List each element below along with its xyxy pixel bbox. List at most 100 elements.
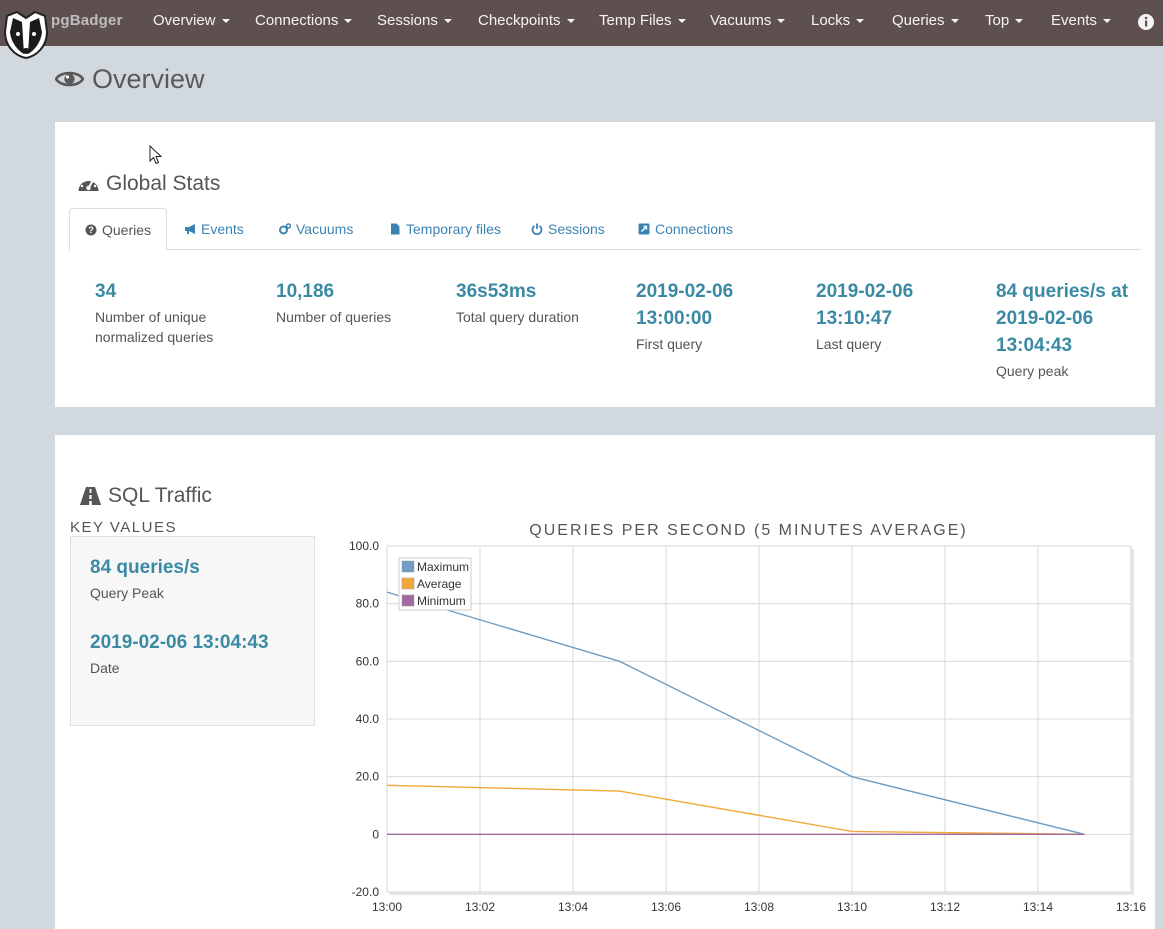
y-tick-label: 100.0	[349, 539, 379, 553]
nav-sessions[interactable]: Sessions	[377, 12, 452, 29]
sql-traffic-title: SQL Traffic	[108, 484, 212, 507]
chevron-down-icon	[443, 19, 452, 24]
top-navbar: pgBadger Overview Connections Sessions C…	[0, 0, 1163, 60]
dashboard-icon	[78, 177, 99, 191]
query-peak-label: Query Peak	[90, 585, 164, 601]
page-title: Overview	[55, 61, 205, 97]
x-tick-label: 13:06	[651, 900, 681, 914]
page-title-text: Overview	[92, 63, 205, 94]
y-tick-label: 20.0	[356, 770, 380, 784]
stat-label: Query peak	[996, 363, 1069, 379]
tab-connections[interactable]: Connections	[638, 208, 733, 250]
nav-locks[interactable]: Locks	[811, 12, 865, 29]
stat-value: 2019-02-06 13:10:47	[816, 281, 914, 329]
key-values-title: KEY VALUES	[70, 519, 177, 536]
power-icon	[531, 223, 543, 235]
x-tick-label: 13:10	[837, 900, 867, 914]
stat-value: 34	[95, 281, 117, 302]
tab-label: Sessions	[548, 221, 605, 237]
sql-traffic-panel: SQL Traffic KEY VALUES 84 queries/s Quer…	[55, 435, 1155, 929]
tab-queries[interactable]: ? Queries	[69, 208, 168, 251]
nav-overview[interactable]: Overview	[153, 12, 230, 29]
queries-per-second-chart[interactable]: 100.0 80.0 60.0 40.0 20.0 0 -20.013:00 13:02 13:…	[325, 535, 1155, 929]
y-tick-label: 80.0	[356, 597, 380, 611]
nav-queries[interactable]: Queries	[892, 12, 959, 29]
stat-label: Last query	[816, 336, 882, 352]
x-tick-label: 13:14	[1023, 900, 1053, 914]
chevron-down-icon	[344, 19, 353, 24]
legend-swatch	[401, 577, 415, 590]
x-tick-label: 13:08	[744, 900, 774, 914]
svg-text:?: ?	[88, 225, 94, 235]
stat-label: First query	[636, 336, 703, 352]
tab-label: Events	[201, 221, 244, 237]
global-stats-title: Global Stats	[106, 172, 221, 195]
key-values-box: 84 queries/s Query Peak 2019-02-06 13:04…	[70, 536, 315, 726]
legend-label: Maximum	[417, 560, 469, 574]
nav-top[interactable]: Top	[985, 12, 1024, 29]
legend-label: Minimum	[417, 594, 466, 608]
tab-label: Vacuums	[296, 221, 354, 237]
road-icon	[80, 487, 101, 505]
question-circle-icon: ?	[85, 224, 97, 235]
stat-query-peak: 84 queries/s at 2019-02-06 13:04:43 Quer…	[996, 278, 1146, 381]
stat-number-of-queries: 10,186 Number of queries	[276, 278, 446, 327]
nav-vacuums[interactable]: Vacuums	[710, 12, 786, 29]
nav-events[interactable]: Events	[1051, 12, 1111, 29]
brand-name[interactable]: pgBadger	[51, 12, 123, 29]
chevron-down-icon	[1102, 19, 1111, 24]
legend-label: Average	[417, 577, 462, 591]
x-tick-label: 13:12	[930, 900, 960, 914]
file-icon	[391, 223, 400, 235]
x-tick-label: 13:04	[558, 900, 588, 914]
tab-label: Queries	[102, 221, 152, 238]
series-line-maximum	[386, 591, 1085, 836]
bullhorn-icon	[185, 224, 195, 234]
stat-label: Number of queries	[276, 309, 392, 325]
chevron-down-icon	[777, 19, 786, 24]
stat-label: Total query duration	[456, 309, 579, 325]
mouse-cursor-icon	[149, 145, 163, 165]
tab-sessions[interactable]: Sessions	[531, 208, 605, 250]
series-line-average	[386, 784, 1085, 836]
chevron-down-icon	[677, 19, 686, 24]
chevron-down-icon	[221, 19, 230, 24]
stat-last-query: 2019-02-06 13:10:47 Last query	[816, 278, 931, 354]
stat-unique-queries: 34 Number of unique normalized queries	[95, 278, 265, 347]
stat-first-query: 2019-02-06 13:00:00 First query	[636, 278, 751, 354]
tab-vacuums[interactable]: Vacuums	[279, 208, 353, 250]
global-stats-panel: Global Stats ? Queries Events Vacuums Te…	[55, 122, 1155, 407]
tab-label: Temporary files	[406, 221, 501, 237]
tab-events[interactable]: Events	[184, 208, 244, 250]
nav-temp-files[interactable]: Temp Files	[599, 12, 686, 29]
peak-date-value: 2019-02-06 13:04:43	[90, 632, 269, 653]
cogs-icon	[279, 223, 291, 235]
chevron-down-icon	[1015, 19, 1024, 24]
stats-tabs: ? Queries Events Vacuums Temporary files…	[69, 208, 1141, 251]
stat-value: 84 queries/s at 2019-02-06 13:04:43	[996, 281, 1129, 356]
query-peak-value: 84 queries/s	[90, 557, 200, 578]
nav-connections[interactable]: Connections	[255, 12, 353, 29]
chart-title: QUERIES PER SECOND (5 MINUTES AVERAGE)	[529, 522, 968, 539]
stat-label: Number of unique normalized queries	[95, 309, 214, 345]
x-tick-label: 13:16	[1116, 900, 1146, 914]
x-tick-label: 13:00	[372, 900, 402, 914]
badger-logo-icon[interactable]	[3, 10, 49, 60]
stat-value: 10,186	[276, 281, 335, 302]
peak-date-label: Date	[90, 660, 120, 676]
stat-value: 2019-02-06 13:00:00	[636, 281, 734, 329]
external-link-icon	[638, 223, 650, 235]
chevron-down-icon	[856, 19, 865, 24]
info-icon[interactable]	[1137, 13, 1155, 31]
tab-label: Connections	[655, 221, 733, 237]
tab-temporary-files[interactable]: Temporary files	[389, 208, 501, 250]
y-tick-label: 0	[372, 827, 379, 841]
nav-checkpoints[interactable]: Checkpoints	[478, 12, 575, 29]
sql-traffic-heading: SQL Traffic	[79, 484, 212, 508]
stat-total-duration: 36s53ms Total query duration	[456, 278, 626, 327]
global-stats-heading: Global Stats	[77, 172, 220, 196]
legend-swatch	[401, 594, 415, 607]
x-tick-label: 13:02	[465, 900, 495, 914]
stat-value: 36s53ms	[456, 281, 537, 302]
chevron-down-icon	[566, 19, 575, 24]
